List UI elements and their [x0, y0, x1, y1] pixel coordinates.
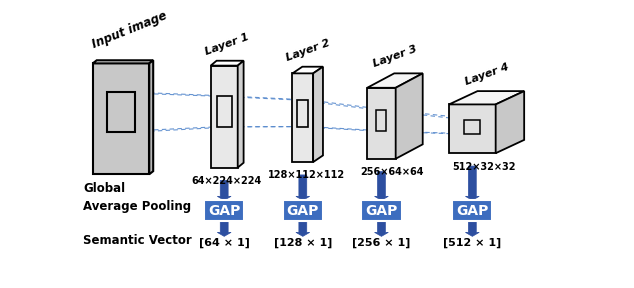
Text: GAP: GAP	[365, 204, 398, 218]
Polygon shape	[149, 60, 153, 174]
Text: GAP: GAP	[208, 204, 240, 218]
Polygon shape	[93, 60, 153, 63]
Text: Input image: Input image	[90, 10, 169, 52]
Polygon shape	[292, 73, 313, 162]
Text: Semantic Vector: Semantic Vector	[83, 234, 192, 247]
Polygon shape	[465, 166, 479, 200]
Polygon shape	[367, 88, 396, 159]
Text: Layer 2: Layer 2	[284, 37, 331, 63]
Text: [256 × 1]: [256 × 1]	[353, 238, 411, 248]
Polygon shape	[396, 73, 423, 159]
Polygon shape	[449, 105, 496, 153]
Polygon shape	[367, 73, 423, 88]
Polygon shape	[210, 66, 238, 168]
Text: Global
Average Pooling: Global Average Pooling	[83, 182, 191, 213]
FancyBboxPatch shape	[361, 200, 401, 221]
Text: GAP: GAP	[287, 204, 319, 218]
Polygon shape	[292, 67, 323, 73]
Polygon shape	[313, 67, 323, 162]
Polygon shape	[375, 221, 388, 236]
Text: Layer 3: Layer 3	[372, 44, 418, 69]
FancyBboxPatch shape	[283, 200, 323, 221]
Text: 256×64×64: 256×64×64	[361, 167, 424, 177]
Polygon shape	[238, 61, 243, 168]
Polygon shape	[210, 61, 243, 66]
Polygon shape	[375, 172, 388, 200]
Polygon shape	[296, 221, 309, 236]
Text: Layer 4: Layer 4	[463, 62, 510, 87]
Polygon shape	[217, 221, 231, 236]
Polygon shape	[449, 91, 524, 105]
Polygon shape	[496, 91, 524, 153]
Text: GAP: GAP	[456, 204, 489, 218]
Text: 128×112×112: 128×112×112	[268, 170, 346, 181]
Text: [512 × 1]: [512 × 1]	[443, 238, 501, 248]
Polygon shape	[296, 175, 309, 200]
FancyBboxPatch shape	[452, 200, 493, 221]
FancyBboxPatch shape	[204, 200, 244, 221]
Text: Layer 1: Layer 1	[204, 32, 250, 57]
Text: [64 × 1]: [64 × 1]	[199, 238, 250, 248]
Text: 64×224×224: 64×224×224	[191, 176, 262, 186]
Polygon shape	[465, 221, 479, 236]
Text: [128 × 1]: [128 × 1]	[274, 238, 332, 248]
Polygon shape	[217, 181, 231, 200]
Text: 512×32×32: 512×32×32	[452, 162, 515, 172]
Polygon shape	[93, 63, 149, 174]
